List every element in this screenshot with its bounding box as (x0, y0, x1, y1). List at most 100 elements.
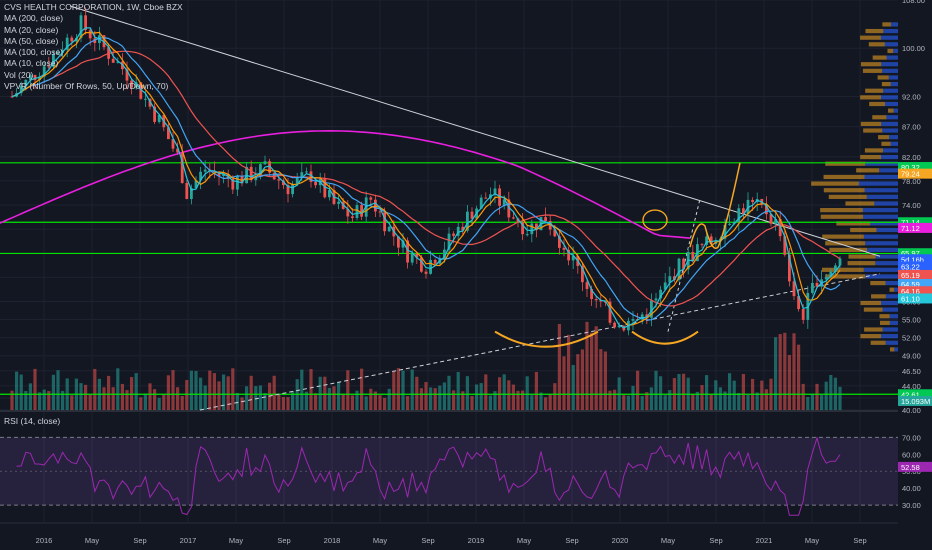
legend-vol[interactable]: Vol (20) (4, 69, 34, 80)
volume-bar (484, 374, 488, 410)
volume-bar (737, 392, 741, 410)
candle-body (231, 178, 235, 190)
candle-body (608, 301, 612, 323)
profile-down (890, 22, 898, 27)
price-tick-label: 55.00 (902, 316, 921, 325)
candle-body (797, 296, 800, 310)
volume-bar (51, 374, 55, 410)
legend-ma20[interactable]: MA (20, close) (4, 24, 59, 35)
profile-up (871, 294, 886, 299)
candle-body (723, 224, 727, 239)
candle-body (801, 309, 805, 320)
projection-drawings (494, 162, 741, 348)
volume-bar (314, 393, 318, 410)
profile-up (872, 55, 887, 60)
candle-body (125, 69, 129, 81)
candle-body (594, 299, 598, 301)
price-badge-label: 65.97 (901, 249, 920, 258)
volume-bar (792, 333, 796, 410)
candle-body (654, 298, 658, 301)
candle-body (79, 15, 83, 39)
candle-body (709, 236, 713, 245)
volume-bar (350, 395, 354, 410)
volume-bar (741, 373, 745, 410)
price-badge (898, 278, 932, 289)
candle-body (176, 148, 179, 153)
volume-bar (806, 396, 810, 410)
legend-ma100[interactable]: MA (100, close) (4, 47, 64, 58)
profile-down (866, 194, 898, 199)
profile-up (823, 174, 865, 180)
legend-ma200[interactable]: MA (200, close) (4, 13, 64, 24)
legend-symbol[interactable]: CVS HEALTH CORPORATION, 1W, Cboe BZX (4, 2, 183, 12)
volume-bar (778, 334, 782, 410)
volume-bar (93, 368, 97, 410)
profile-down (885, 294, 898, 299)
profile-down (881, 334, 898, 339)
price-badge (898, 261, 932, 272)
time-tick-label: Sep (277, 536, 290, 545)
profile-down (865, 241, 898, 246)
price-badge-label: 61.10 (901, 294, 920, 303)
profile-up (864, 148, 884, 153)
price-badge-label: 5d 16h (901, 255, 924, 264)
legend-ma10[interactable]: MA (10, close) (4, 58, 59, 69)
profile-up (878, 135, 890, 140)
legend-ma50[interactable]: MA (50, close) (4, 35, 59, 46)
profile-up (864, 327, 883, 332)
candle-body (410, 253, 414, 263)
volume-bar (797, 344, 801, 410)
profile-up (860, 154, 881, 160)
ma20-line (11, 31, 841, 327)
profile-down (880, 95, 898, 100)
rsi-legend[interactable]: RSI (14, close) (4, 416, 61, 426)
profile-up (865, 88, 884, 93)
price-badge (898, 162, 932, 173)
candle-body (355, 205, 359, 219)
profile-down (883, 28, 898, 34)
volume-bar (424, 382, 428, 410)
volume-bar (594, 326, 598, 410)
profile-down (893, 108, 898, 113)
price-tick-label: 82.00 (902, 153, 921, 162)
candle-body (774, 219, 777, 224)
volume-bar (254, 386, 258, 410)
candle-body (792, 281, 796, 297)
volume-bar (433, 388, 437, 410)
candle-body (282, 180, 285, 186)
rsi-badge (898, 461, 932, 472)
volume-bar (19, 374, 23, 410)
volume-bar (539, 392, 543, 410)
rsi-tick-label: 40.00 (902, 484, 921, 493)
candle-body (484, 197, 488, 199)
candle-body (553, 229, 557, 237)
volume-bar (691, 393, 695, 410)
candle-body (190, 188, 193, 199)
candle-body (788, 254, 791, 282)
candle-body (493, 188, 497, 195)
profile-up (820, 208, 863, 213)
profile-up (870, 340, 886, 345)
volume-bar (820, 395, 824, 410)
uptrend-line (199, 273, 881, 411)
price-tick-label: 100.00 (902, 44, 925, 53)
candle-body (10, 96, 14, 98)
volume-bar (134, 373, 138, 410)
candle-body (351, 216, 354, 219)
price-badge-label: 42.61 (901, 390, 920, 399)
candle-body (295, 177, 299, 184)
volume-bar (272, 375, 276, 410)
price-badge (898, 389, 932, 400)
downtrend-line (69, 5, 881, 257)
time-tick-label: 2021 (756, 536, 773, 545)
profile-down (863, 234, 898, 239)
candle-body (585, 282, 589, 289)
time-tick-label: May (805, 536, 819, 545)
legend-vpvr[interactable]: VPVR (Number Of Rows, 50, Up/Down, 70) (4, 81, 169, 92)
profile-up (825, 241, 866, 246)
volume-bar (774, 337, 778, 410)
volume-bar (801, 383, 805, 410)
volume-bar (626, 395, 630, 410)
